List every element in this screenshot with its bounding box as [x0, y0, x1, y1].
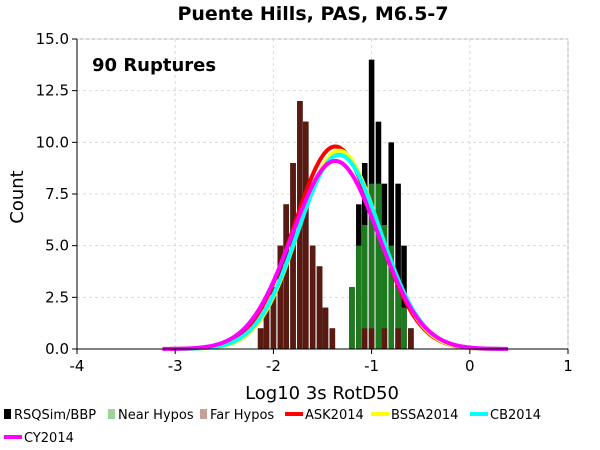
legend-item-rsqsim-bbp: RSQSim/BBP	[4, 408, 96, 423]
near-hypos-bar	[368, 183, 375, 349]
legend-label: BSSA2014	[391, 408, 458, 423]
cy2014-curve	[162, 158, 509, 351]
far-hypos-bar	[381, 328, 388, 349]
legend-swatch	[108, 409, 115, 419]
legend-label: ASK2014	[305, 408, 364, 423]
x-tick-label: 1	[563, 357, 573, 375]
near-hypos-bar	[356, 245, 362, 349]
y-tick-label: 2.5	[45, 288, 69, 306]
legend: RSQSim/BBP Near Hypos Far Hypos ASK2014 BSSA…	[4, 408, 541, 446]
x-tick-label: -2	[266, 357, 281, 375]
y-tick-label: 7.5	[45, 185, 69, 203]
near-hypos-bar	[388, 245, 395, 349]
far-hypos-bar	[303, 121, 309, 350]
legend-swatch	[4, 409, 11, 419]
x-axis-label: Log10 3s RotD50	[245, 383, 399, 404]
far-hypos-bar	[395, 328, 401, 349]
legend-item-near-hypos: Near Hypos	[108, 408, 194, 423]
legend-item-cy2014: CY2014	[4, 431, 74, 446]
near-hypos-bar	[349, 287, 355, 349]
legend-label: Far Hypos	[210, 408, 274, 423]
far-hypos-bar	[257, 328, 264, 349]
far-hypos-bar	[361, 328, 368, 349]
near-hypos-bar	[401, 307, 407, 349]
plot-area: -4 -3 -2 -1 0 10.02.55.07.510.012.515.0	[36, 30, 573, 375]
far-hypos-bar	[270, 287, 277, 349]
near-hypos-bar	[361, 225, 368, 349]
legend-item-far-hypos: Far Hypos	[200, 408, 274, 423]
y-tick-label: 5.0	[45, 237, 69, 255]
legend-item-ask2014: ASK2014	[285, 408, 364, 423]
legend-swatch	[200, 409, 207, 419]
near-hypos-bar	[395, 287, 401, 349]
far-hypos-bar	[329, 328, 336, 349]
far-hypos-bar	[277, 245, 284, 349]
x-tick-label: -3	[168, 357, 183, 375]
legend-label: CB2014	[490, 408, 541, 423]
y-tick-label: 10.0	[36, 133, 69, 151]
rupture-count-annotation: 90 Ruptures	[92, 55, 216, 76]
legend-item-bssa2014: BSSA2014	[371, 408, 458, 423]
chart-title: Puente Hills, PAS, M6.5-7	[177, 3, 448, 25]
far-hypos-bar	[309, 245, 316, 349]
x-tick-label: 0	[465, 357, 475, 375]
y-tick-label: 0.0	[45, 340, 69, 358]
legend-item-cb2014: CB2014	[470, 408, 541, 423]
far-hypos-bar	[368, 328, 375, 349]
y-axis-label: Count	[7, 170, 28, 223]
far-hypos-bar	[316, 266, 323, 349]
far-hypos-bar	[263, 307, 270, 349]
far-hypos-bar	[322, 307, 329, 349]
x-tick-label: -1	[364, 357, 379, 375]
x-tick-label: -4	[70, 357, 85, 375]
far-hypos-bar	[283, 204, 289, 349]
gmpe-curves	[162, 144, 509, 351]
far-hypos-bar	[290, 163, 296, 349]
rsqsim-bbp-bar	[388, 142, 395, 349]
legend-label: RSQSim/BBP	[14, 408, 96, 423]
legend-label: Near Hypos	[118, 408, 194, 423]
axes: -4 -3 -2 -1 0 10.02.55.07.510.012.515.0	[36, 30, 573, 375]
rsqsim-bbp-bar	[395, 183, 401, 349]
far-hypos-bar	[408, 328, 414, 349]
near-hypos-bar	[381, 225, 388, 349]
legend-label: CY2014	[24, 431, 74, 446]
y-tick-label: 15.0	[36, 30, 69, 48]
y-tick-label: 12.5	[36, 82, 69, 100]
near-hypos-bar	[375, 183, 382, 349]
